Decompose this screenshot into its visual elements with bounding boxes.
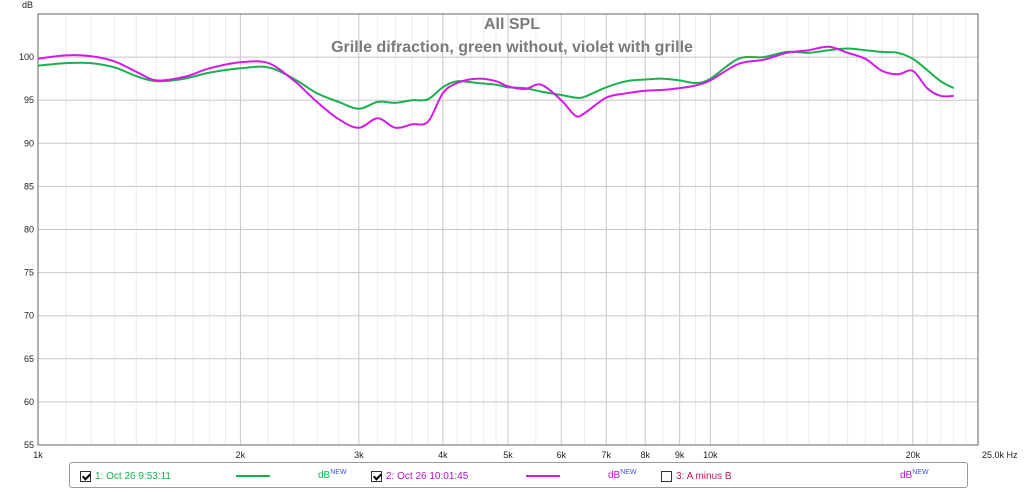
x-tick-label: 20k [906,450,921,460]
legend-item-1[interactable]: 1: Oct 26 9:53:11 [80,469,171,483]
y-tick-label: 60 [24,397,34,407]
y-tick-label: 90 [24,138,34,148]
legend-checkbox-1[interactable] [80,470,91,482]
y-tick-label: 65 [24,354,34,364]
x-tick-label: 5k [503,450,513,460]
y-tick-label: 75 [24,268,34,278]
legend-item-2[interactable]: 2: Oct 26 10:01:45 [371,469,468,483]
series-line-1 [37,47,955,110]
x-tick-label: 2k [236,450,246,460]
y-tick-label: 55 [24,440,34,450]
x-tick-label: 9k [675,450,685,460]
legend-label-1: 1: Oct 26 9:53:11 [95,470,171,482]
x-tick-label: 3k [354,450,364,460]
y-tick-label: 95 [24,95,34,105]
y-tick-label: 100 [19,52,34,62]
legend-swatch-1 [236,475,270,477]
legend-unit-2: dBNEW [608,469,637,481]
x-tick-label: 4k [438,450,448,460]
y-tick-label: 70 [24,311,34,321]
legend-checkbox-3[interactable] [661,470,672,482]
legend-item-3[interactable]: 3: A minus B [661,469,732,483]
y-tick-label: 85 [24,181,34,191]
y-tick-label: 80 [24,225,34,235]
x-tick-labels: 1k 2k 3k 4k 5k 6k 7k 8k 9k 10k 20k 25.0k Hz [33,450,1018,460]
x-tick-label: 6k [556,450,566,460]
legend-label-3: 3: A minus B [676,470,732,482]
legend-label-2: 2: Oct 26 10:01:45 [386,470,469,482]
chart-title: All SPL [484,16,540,33]
legend-unit-3: dBNEW [900,469,929,481]
plot-frame [37,13,979,446]
series-lines [37,45,955,129]
y-axis-label: dB [22,0,33,10]
legend-unit-1: dBNEW [318,469,347,481]
x-tick-label: 8k [640,450,650,460]
y-tick-labels: 100 95 90 85 80 75 70 65 60 55 [19,52,34,450]
x-tick-label: 25.0k Hz [982,450,1018,460]
legend-checkbox-2[interactable] [371,470,382,482]
spl-chart: 100 95 90 85 80 75 70 65 60 55 1k 2k 3k 4k 5k 6k 7k 8k 9k… [19,0,1018,460]
x-tick-label: 10k [703,450,718,460]
x-tick-label: 7k [602,450,612,460]
legend-swatch-2 [526,475,560,477]
x-tick-label: 1k [33,450,43,460]
legend-bar: 1: Oct 26 9:53:11 dBNEW 2: Oct 26 10:01:… [69,462,968,488]
chart-subtitle: Grille difraction, green without, violet… [331,39,693,56]
series-line-2 [37,45,954,129]
